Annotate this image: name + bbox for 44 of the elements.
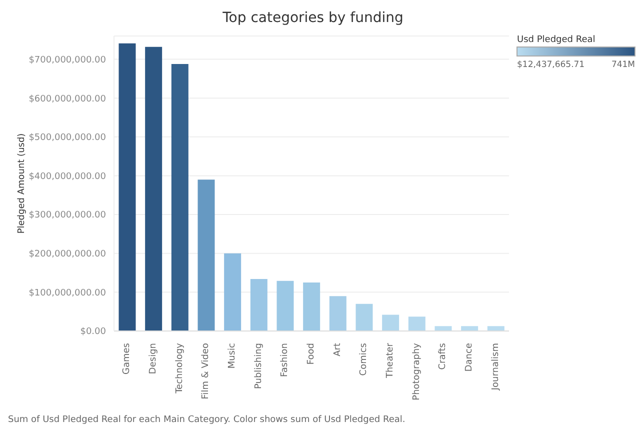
x-tick-label: Games (122, 342, 132, 374)
bar (198, 180, 215, 331)
bar (461, 326, 478, 331)
y-axis-title: Pledged Amount (usd) (17, 133, 28, 234)
y-tick-label: $600,000,000.00 (28, 94, 106, 104)
bar (487, 326, 504, 331)
bar (276, 280, 294, 331)
y-tick-label: $400,000,000.00 (28, 172, 106, 182)
y-tick-label: $500,000,000.00 (28, 133, 106, 144)
x-tick-label: Journalism (490, 343, 501, 392)
x-tick-label: Film & Video (201, 342, 212, 400)
y-tick-label: $100,000,000.00 (28, 288, 106, 298)
y-tick-label: $200,000,000.00 (28, 250, 106, 260)
x-tick-label: Dance (464, 342, 474, 372)
x-tick-label: Design (148, 343, 158, 374)
y-tick-label: $700,000,000.00 (28, 55, 106, 66)
x-tick-label: Fashion (280, 343, 290, 377)
text: Sum of Usd Pledged Real for each Main Category. Color shows sum of Usd Pledged Real. (8, 415, 406, 425)
color-bar-label: 741M (611, 60, 635, 70)
chart-title: Top categories by funding (222, 10, 404, 26)
bar (224, 253, 242, 331)
y-tick-label: $0.00 (80, 327, 106, 338)
bar (171, 64, 188, 331)
color-bar-title: Usd Pledged Real (517, 35, 596, 45)
y-tick-label: $300,000,000.00 (28, 210, 106, 221)
x-tick-label: Publishing (254, 343, 264, 389)
x-tick-label: Technology (174, 342, 185, 394)
color-bar-label: $12,437,665.71 (517, 60, 585, 70)
bar (145, 46, 162, 331)
bar (434, 326, 452, 331)
bar (408, 316, 426, 331)
bar (356, 304, 373, 331)
x-tick-label: Food (306, 343, 316, 365)
x-tick-label: Comics (359, 342, 370, 376)
bar (382, 314, 400, 331)
x-tick-label: Crafts (438, 342, 448, 370)
x-tick-label: Music (228, 342, 238, 369)
x-tick-label: Photography (412, 342, 422, 400)
x-tick-label: Theater (386, 342, 396, 380)
bar (303, 282, 320, 331)
bar (250, 278, 268, 331)
bar (329, 296, 346, 331)
bar (118, 43, 136, 331)
x-tick-label: Art (332, 342, 343, 356)
